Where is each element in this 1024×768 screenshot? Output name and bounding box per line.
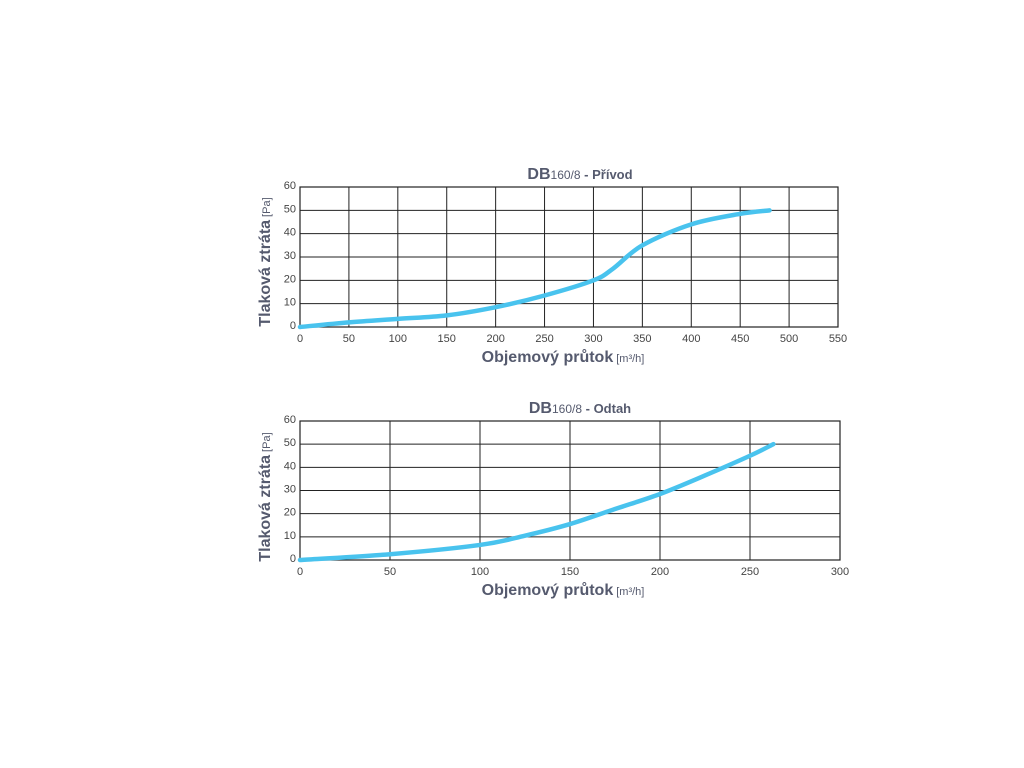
y-tick-label: 10	[284, 297, 296, 309]
chart-privod-svg: DB160/8 - Přívod 0 10 20 30 40 50 60 0 50 100 150…	[257, 166, 847, 366]
chart-privod: DB160/8 - Přívod 0 10 20 30 40 50 60 0 50 100 150…	[0, 150, 1024, 380]
curve-layer	[297, 441, 776, 563]
x-tick-label: 500	[780, 333, 798, 345]
x-ticks: 0 50 100 150 200 250 300	[297, 566, 849, 578]
x-tick-label: 400	[682, 333, 700, 345]
y-tick-label: 50	[284, 203, 296, 215]
chart-title-rest: - Odtah	[582, 401, 631, 416]
y-ticks: 0 10 20 30 40 50 60	[284, 180, 296, 332]
x-tick-label: 100	[389, 333, 407, 345]
y-tick-label: 50	[284, 437, 296, 449]
x-tick-label: 450	[731, 333, 749, 345]
x-axis-unit: [m³/h]	[616, 353, 644, 365]
y-tick-label: 40	[284, 227, 296, 239]
grid	[299, 186, 839, 328]
chart-title: DB160/8 - Odtah	[529, 400, 631, 417]
y-axis-unit: [Pa]	[261, 197, 273, 217]
y-tick-label: 20	[284, 507, 296, 519]
x-tick-label: 50	[384, 566, 396, 578]
x-tick-label: 200	[651, 566, 669, 578]
x-tick-label: 300	[831, 566, 849, 578]
x-tick-label: 300	[584, 333, 602, 345]
y-axis-title: Tlaková ztráta	[257, 455, 274, 562]
chart-title-model: 160/8	[552, 402, 582, 416]
x-tick-label: 550	[829, 333, 847, 345]
curve-layer	[297, 208, 772, 330]
x-axis-title: Objemový průtok	[482, 349, 614, 366]
y-axis-label: Tlaková ztráta [Pa]	[257, 197, 274, 326]
y-tick-label: 40	[284, 460, 296, 472]
plot-frame	[299, 186, 839, 328]
x-tick-label: 150	[561, 566, 579, 578]
x-tick-label: 0	[297, 333, 303, 345]
series-line	[297, 441, 776, 563]
plot-frame	[299, 420, 841, 561]
x-tick-label: 200	[486, 333, 504, 345]
grid	[299, 420, 841, 561]
y-tick-label: 20	[284, 273, 296, 285]
x-axis-label: Objemový průtok [m³/h]	[482, 582, 645, 599]
chart-title-main: DB	[527, 166, 550, 183]
x-axis-title: Objemový průtok	[482, 582, 614, 599]
y-tick-label: 0	[290, 320, 296, 332]
series-line	[297, 208, 772, 330]
y-tick-label: 10	[284, 530, 296, 542]
x-ticks: 0 50 100 150 200 250 300 350 400 450 500 550	[297, 333, 847, 345]
y-tick-label: 30	[284, 484, 296, 496]
chart-odtah: DB160/8 - Odtah 0 10 20 30 40 50 60 0 50 100 150 2…	[0, 385, 1024, 615]
x-tick-label: 100	[471, 566, 489, 578]
x-tick-label: 150	[438, 333, 456, 345]
x-tick-label: 50	[343, 333, 355, 345]
x-tick-label: 250	[741, 566, 759, 578]
x-axis-unit: [m³/h]	[616, 586, 644, 598]
y-axis-title: Tlaková ztráta	[257, 220, 274, 327]
x-tick-label: 250	[535, 333, 553, 345]
x-tick-label: 0	[297, 566, 303, 578]
chart-odtah-svg: DB160/8 - Odtah 0 10 20 30 40 50 60 0 50 100 150 2…	[257, 400, 849, 599]
y-axis-unit: [Pa]	[261, 432, 273, 452]
chart-title-model: 160/8	[551, 168, 581, 182]
chart-title-main: DB	[529, 400, 552, 417]
y-tick-label: 60	[284, 180, 296, 192]
y-axis-label: Tlaková ztráta [Pa]	[257, 432, 274, 561]
chart-title-rest: - Přívod	[581, 167, 633, 182]
y-tick-label: 60	[284, 414, 296, 426]
chart-title: DB160/8 - Přívod	[527, 166, 632, 183]
y-tick-label: 30	[284, 250, 296, 262]
x-tick-label: 350	[633, 333, 651, 345]
y-ticks: 0 10 20 30 40 50 60	[284, 414, 296, 565]
x-axis-label: Objemový průtok [m³/h]	[482, 349, 645, 366]
y-tick-label: 0	[290, 553, 296, 565]
